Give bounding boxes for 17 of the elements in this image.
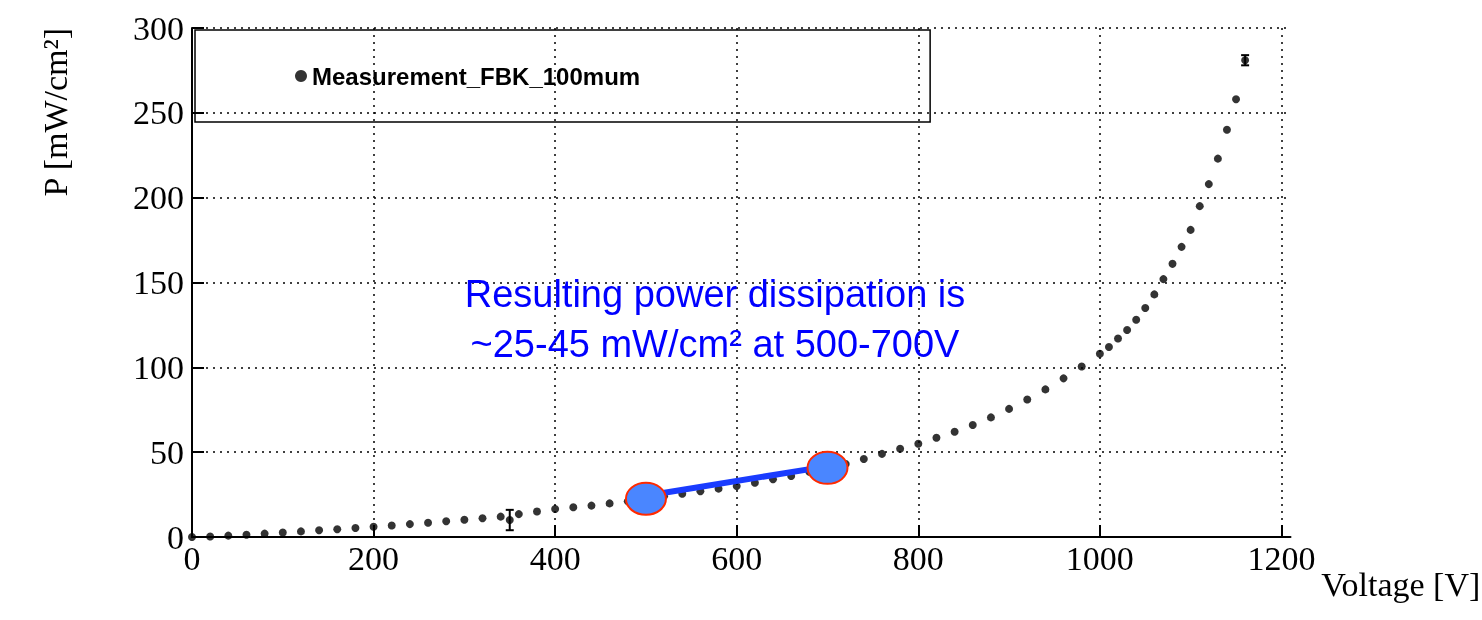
y-axis-title: P [mW/cm²] (36, 28, 74, 197)
y-tick-label: 100 (133, 348, 184, 386)
annotation: Resulting power dissipation is (464, 273, 966, 315)
y-tick-label: 50 (150, 433, 184, 471)
x-tick-label: 800 (892, 539, 944, 577)
annotation: ~25-45 mW/cm² at 500-700V (470, 323, 961, 365)
x-axis-title: Voltage [V] (1321, 565, 1481, 603)
x-tick-label: 1200 (1247, 539, 1316, 577)
y-tick-label: 150 (133, 264, 184, 301)
x-tick-label: 600 (711, 539, 763, 577)
legend-label: Measurement_FBK_100mum (312, 62, 641, 90)
y-tick-label: 300 (133, 9, 184, 47)
x-tick-label: 200 (348, 539, 400, 577)
x-tick-label: 400 (529, 539, 581, 577)
y-tick-label: 200 (133, 179, 184, 217)
y-tick-label: 250 (133, 94, 184, 132)
x-tick-label: 1000 (1065, 539, 1134, 577)
